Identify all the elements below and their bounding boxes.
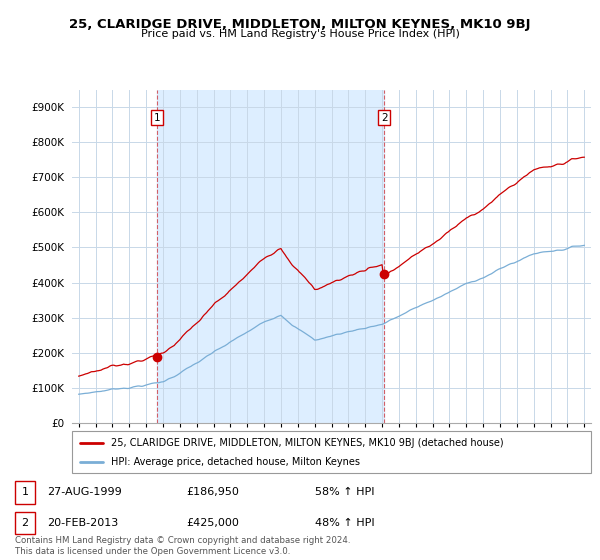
Text: 1: 1 bbox=[154, 113, 160, 123]
FancyBboxPatch shape bbox=[72, 431, 591, 473]
Text: 1: 1 bbox=[22, 487, 29, 497]
Text: 25, CLARIDGE DRIVE, MIDDLETON, MILTON KEYNES, MK10 9BJ: 25, CLARIDGE DRIVE, MIDDLETON, MILTON KE… bbox=[69, 18, 531, 31]
Text: 2: 2 bbox=[381, 113, 388, 123]
Text: £186,950: £186,950 bbox=[187, 487, 239, 497]
Text: 20-FEB-2013: 20-FEB-2013 bbox=[47, 518, 118, 528]
FancyBboxPatch shape bbox=[15, 481, 35, 503]
Text: £425,000: £425,000 bbox=[187, 518, 239, 528]
Text: 25, CLARIDGE DRIVE, MIDDLETON, MILTON KEYNES, MK10 9BJ (detached house): 25, CLARIDGE DRIVE, MIDDLETON, MILTON KE… bbox=[111, 437, 503, 447]
Text: 58% ↑ HPI: 58% ↑ HPI bbox=[314, 487, 374, 497]
Text: 27-AUG-1999: 27-AUG-1999 bbox=[47, 487, 122, 497]
Text: 2: 2 bbox=[22, 518, 29, 528]
FancyBboxPatch shape bbox=[15, 512, 35, 534]
Bar bbox=[157, 90, 384, 423]
Text: Contains HM Land Registry data © Crown copyright and database right 2024.
This d: Contains HM Land Registry data © Crown c… bbox=[15, 536, 350, 556]
Text: HPI: Average price, detached house, Milton Keynes: HPI: Average price, detached house, Milt… bbox=[111, 457, 360, 467]
Text: Price paid vs. HM Land Registry's House Price Index (HPI): Price paid vs. HM Land Registry's House … bbox=[140, 29, 460, 39]
Text: 48% ↑ HPI: 48% ↑ HPI bbox=[314, 518, 374, 528]
